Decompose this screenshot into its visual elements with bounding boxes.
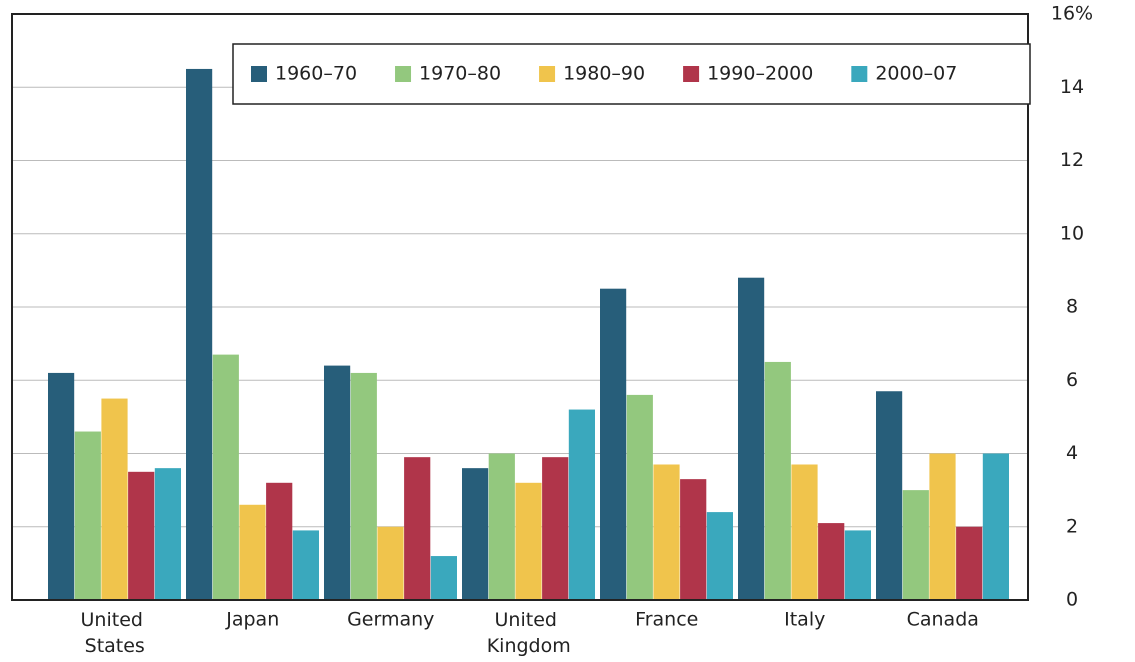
bar	[186, 68, 213, 600]
y-tick-label: 2	[1066, 515, 1078, 537]
x-tick-label: Japan	[225, 609, 279, 631]
y-tick-label: 8	[1066, 296, 1078, 318]
bar	[902, 490, 929, 600]
bar	[515, 482, 542, 600]
legend-label: 1970–80	[419, 63, 501, 85]
bar	[680, 479, 707, 600]
bar	[626, 394, 653, 600]
bar	[404, 457, 431, 600]
bar	[74, 431, 101, 600]
bar	[212, 354, 239, 600]
bar	[292, 530, 319, 600]
x-tick-label: United Kingdom	[487, 609, 571, 657]
bar	[488, 453, 515, 600]
y-tick-label: 10	[1060, 222, 1084, 244]
legend-swatch	[683, 66, 700, 82]
legend-label: 2000–07	[875, 63, 957, 85]
bar	[956, 526, 983, 600]
x-tick-label: United States	[81, 609, 149, 657]
y-tick-label: 6	[1066, 369, 1078, 391]
legend-box	[232, 43, 1031, 105]
bar	[844, 530, 871, 600]
y-tick-label: 16%	[1051, 3, 1093, 25]
bar	[600, 288, 627, 600]
x-tick-label: Canada	[907, 609, 979, 631]
bar	[324, 365, 351, 600]
legend-swatch	[539, 66, 556, 82]
plot-frame	[11, 13, 1029, 601]
legend-label: 1980–90	[563, 63, 645, 85]
bar	[128, 471, 155, 600]
bar	[239, 504, 266, 600]
y-tick-label: 0	[1066, 589, 1078, 611]
y-tick-label: 4	[1066, 442, 1078, 464]
bar	[266, 482, 293, 600]
bar	[653, 464, 680, 600]
bar	[542, 457, 569, 600]
y-tick-label: 12	[1060, 149, 1084, 171]
x-tick-label: France	[635, 609, 698, 631]
bar	[350, 372, 377, 600]
bar	[818, 523, 845, 600]
legend-label: 1990–2000	[707, 63, 813, 85]
y-tick-label: 14	[1060, 76, 1084, 98]
bar	[929, 453, 956, 600]
bar	[876, 391, 903, 600]
bar	[101, 398, 128, 600]
legend-swatch	[251, 66, 267, 82]
legend-label: 1960–70	[275, 63, 357, 85]
bar	[738, 277, 765, 600]
bar	[377, 526, 404, 600]
bar	[462, 468, 489, 600]
bar	[764, 361, 791, 600]
bar	[48, 372, 75, 600]
x-tick-label: Italy	[784, 609, 825, 631]
bar	[430, 556, 457, 600]
legend-swatch	[395, 66, 412, 82]
bar	[706, 512, 733, 600]
bar	[154, 468, 181, 600]
legend-swatch	[851, 66, 868, 82]
bar	[791, 464, 818, 600]
x-tick-label: Germany	[347, 609, 434, 631]
bar	[982, 453, 1009, 600]
bar	[568, 409, 595, 600]
